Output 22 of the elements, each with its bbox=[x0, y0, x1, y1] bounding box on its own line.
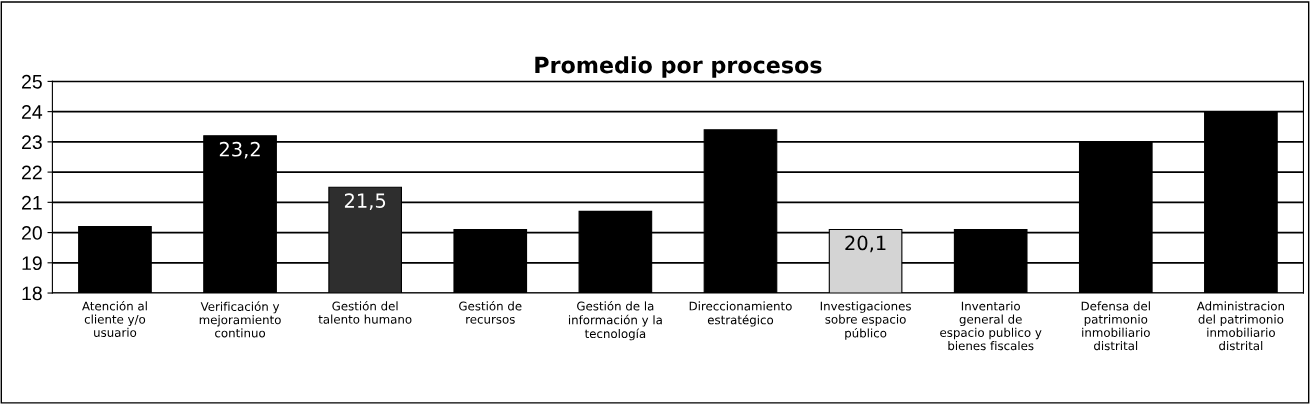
y-tick-label: 18 bbox=[22, 286, 42, 301]
y-tick-label: 20 bbox=[22, 226, 42, 240]
y-tick-label: 24 bbox=[22, 105, 43, 119]
x-tick-label: Gestión de recursos bbox=[459, 300, 522, 324]
x-tick-label: Investigaciones sobre espacio público bbox=[820, 301, 911, 340]
x-tick-label: Inventario general de espacio publico y bienes fiscales bbox=[940, 301, 1042, 351]
y-tick-label: 21 bbox=[22, 195, 42, 210]
data-label: 21,5 bbox=[344, 193, 386, 210]
chart-title: Promedio por procesos bbox=[535, 56, 822, 78]
x-tick-label: Atención al cliente y/o usuario bbox=[82, 300, 147, 337]
x-tick-label: Gestión del talento humano bbox=[318, 300, 412, 324]
y-tick-label: 22 bbox=[22, 165, 42, 180]
x-tick-label: Defensa del patrimonio inmobiliario distrital bbox=[1081, 301, 1150, 351]
data-label: 23,2 bbox=[219, 141, 260, 159]
x-tick-label: Gestión de la información y la tecnología bbox=[568, 300, 662, 341]
x-tick-label: Direccionamiento estratégico bbox=[689, 301, 792, 327]
y-tick-label: 25 bbox=[22, 74, 42, 89]
x-tick-label: Administracion del patrimonio inmobiliario distrital bbox=[1196, 301, 1285, 351]
x-tick-label: Verificación y mejoramiento continuo bbox=[199, 301, 281, 338]
y-tick-label: 23 bbox=[22, 135, 42, 150]
y-tick-label: 19 bbox=[22, 256, 42, 271]
data-label: 20,1 bbox=[845, 235, 886, 253]
